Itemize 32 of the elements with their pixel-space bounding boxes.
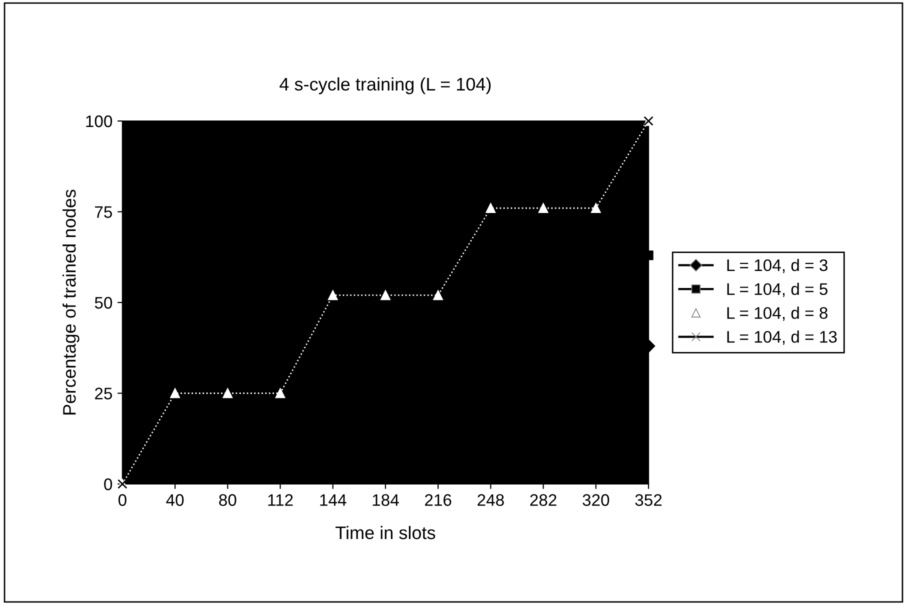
x-tick-label: 320 [582, 494, 610, 506]
y-tick-label: 75 [95, 206, 112, 218]
y-tick-label: 50 [94, 296, 112, 309]
chart-title: 4 s-cycle training (L = 104) [280, 77, 491, 94]
point [222, 388, 233, 398]
point [538, 203, 548, 213]
point [275, 388, 286, 398]
x-tick-label: 144 [320, 494, 346, 506]
x-tick-label: 216 [425, 494, 452, 506]
x-tick-label: 352 [635, 494, 662, 506]
x-axis-title: Time in slots [336, 526, 436, 540]
x-tick-label: 282 [530, 494, 556, 506]
point [328, 290, 338, 300]
x-tick-label: 112 [268, 494, 293, 506]
x-tick-label: 0 [118, 494, 126, 506]
point [380, 290, 390, 300]
y-tick-label: 25 [95, 388, 112, 400]
legend-label: L = 104, d = 5 [727, 282, 828, 298]
y-tick-label: 0 [104, 478, 112, 490]
x-tick-label: 80 [219, 494, 236, 506]
y-axis-title: Percentage of trained nodes [62, 190, 80, 414]
point [486, 203, 496, 213]
x-tick-label: 40 [166, 494, 184, 506]
legend-label: L = 104, d = 3 [727, 258, 828, 274]
point [591, 203, 601, 213]
legend-label: L = 104, d = 13 [727, 330, 837, 345]
point [170, 388, 180, 398]
legend-label: L = 104, d = 8 [727, 306, 828, 321]
x-tick-label: 248 [478, 494, 504, 506]
y-tick-label: 100 [86, 115, 112, 128]
x-tick-label: 184 [372, 494, 399, 506]
point [433, 290, 443, 300]
